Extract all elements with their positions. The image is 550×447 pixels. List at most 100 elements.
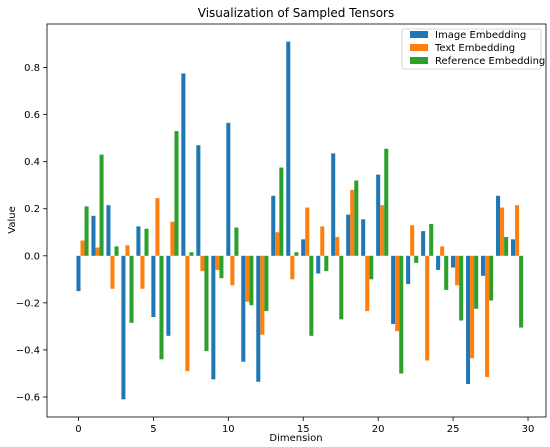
bar-text-embedding-8	[200, 255, 205, 272]
bar-text-embedding-14	[290, 255, 295, 280]
x-tick-label: 20	[372, 424, 385, 435]
x-tick-label: 5	[150, 424, 156, 435]
bar-text-embedding-18	[350, 189, 355, 256]
x-tick-label: 15	[297, 424, 310, 435]
bar-reference-embedding-27	[489, 255, 494, 301]
bar-image-embedding-17	[331, 153, 336, 256]
bar-image-embedding-6	[166, 255, 171, 336]
bar-text-embedding-19	[365, 255, 370, 312]
legend-label-image-embedding: Image Embedding	[435, 30, 526, 41]
bar-reference-embedding-17	[339, 255, 344, 320]
bar-image-embedding-1	[91, 215, 96, 256]
bar-image-embedding-22	[406, 255, 411, 285]
y-tick-label: 0.2	[24, 204, 40, 215]
bar-reference-embedding-15	[309, 255, 314, 336]
legend-label-text-embedding: Text Embedding	[434, 43, 515, 54]
bar-image-embedding-13	[271, 195, 276, 256]
bar-reference-embedding-5	[159, 255, 164, 360]
bar-image-embedding-14	[286, 41, 291, 256]
bar-reference-embedding-7	[189, 252, 194, 256]
bar-text-embedding-20	[380, 205, 385, 256]
bar-text-embedding-24	[440, 246, 445, 256]
bar-text-embedding-25	[455, 255, 460, 286]
bar-image-embedding-4	[136, 226, 141, 256]
bar-image-embedding-3	[121, 255, 126, 400]
legend-swatch-reference-embedding	[410, 57, 428, 64]
bar-text-embedding-12	[260, 255, 265, 335]
bar-reference-embedding-11	[249, 255, 254, 306]
bar-text-embedding-11	[245, 255, 250, 302]
bar-image-embedding-20	[376, 174, 381, 256]
y-ticks-group: −0.6 −0.4 −0.2 0.0 0.2 0.4 0.6 0.8	[16, 63, 47, 403]
bar-reference-embedding-2	[114, 246, 119, 256]
bar-reference-embedding-26	[474, 255, 479, 309]
bar-reference-embedding-4	[144, 228, 149, 256]
bar-image-embedding-29	[511, 239, 516, 256]
x-tick-label: 0	[75, 424, 81, 435]
bar-reference-embedding-29	[519, 255, 524, 328]
bar-image-embedding-8	[196, 145, 201, 256]
bar-image-embedding-15	[301, 239, 306, 256]
bar-text-embedding-2	[110, 255, 115, 289]
bar-image-embedding-28	[496, 195, 501, 256]
bar-reference-embedding-16	[324, 255, 329, 272]
bar-image-embedding-21	[391, 255, 396, 325]
bar-text-embedding-23	[425, 255, 430, 361]
chart-title: Visualization of Sampled Tensors	[198, 6, 394, 20]
bars-group	[76, 41, 524, 400]
legend-box	[401, 28, 542, 70]
bar-text-embedding-17	[335, 236, 340, 256]
bar-text-embedding-3	[125, 245, 130, 256]
y-tick-label: 0.4	[24, 157, 40, 168]
bar-reference-embedding-28	[504, 236, 509, 256]
legend-swatch-text-embedding	[410, 44, 428, 51]
bar-reference-embedding-12	[264, 255, 269, 312]
bar-text-embedding-26	[470, 255, 475, 359]
bar-image-embedding-26	[466, 255, 471, 385]
bar-image-embedding-10	[226, 122, 231, 256]
bar-image-embedding-0	[76, 255, 81, 292]
bar-image-embedding-24	[436, 255, 441, 270]
bar-image-embedding-16	[316, 255, 321, 274]
bar-text-embedding-29	[515, 205, 520, 256]
bar-image-embedding-2	[106, 205, 111, 256]
bar-reference-embedding-18	[354, 180, 359, 256]
bar-text-embedding-6	[170, 221, 175, 256]
bar-reference-embedding-24	[444, 255, 449, 290]
bar-reference-embedding-21	[399, 255, 404, 374]
y-tick-label: −0.2	[16, 298, 40, 309]
bar-reference-embedding-14	[294, 252, 299, 256]
bar-text-embedding-1	[95, 247, 100, 256]
bar-text-embedding-5	[155, 198, 160, 256]
bar-image-embedding-27	[481, 255, 486, 276]
bar-reference-embedding-3	[129, 255, 134, 323]
bar-reference-embedding-20	[384, 148, 389, 256]
x-tick-label: 25	[447, 424, 460, 435]
bar-image-embedding-25	[451, 255, 456, 268]
bar-reference-embedding-25	[459, 255, 464, 321]
bar-text-embedding-13	[275, 232, 280, 256]
y-tick-label: 0.8	[24, 63, 40, 74]
plot-frame	[46, 23, 547, 418]
bar-reference-embedding-9	[219, 255, 224, 279]
bar-reference-embedding-10	[234, 227, 239, 256]
y-tick-label: −0.6	[16, 392, 40, 403]
y-tick-label: −0.4	[16, 345, 40, 356]
bar-text-embedding-0	[80, 240, 85, 256]
bar-reference-embedding-6	[174, 131, 179, 256]
x-tick-label: 10	[222, 424, 235, 435]
bar-text-embedding-9	[215, 255, 220, 270]
y-axis-label: Value	[7, 206, 18, 233]
bar-text-embedding-22	[410, 225, 415, 256]
x-axis-label: Dimension	[269, 433, 322, 444]
bar-image-embedding-7	[181, 73, 186, 256]
y-tick-label: 0.6	[24, 110, 40, 121]
bar-image-embedding-23	[421, 231, 426, 256]
legend-swatch-image-embedding	[410, 31, 428, 38]
legend: Image Embedding Text Embedding Reference…	[401, 28, 545, 70]
bar-image-embedding-12	[256, 255, 261, 382]
bar-reference-embedding-13	[279, 167, 284, 256]
bar-text-embedding-4	[140, 255, 145, 289]
bar-reference-embedding-0	[84, 206, 89, 256]
